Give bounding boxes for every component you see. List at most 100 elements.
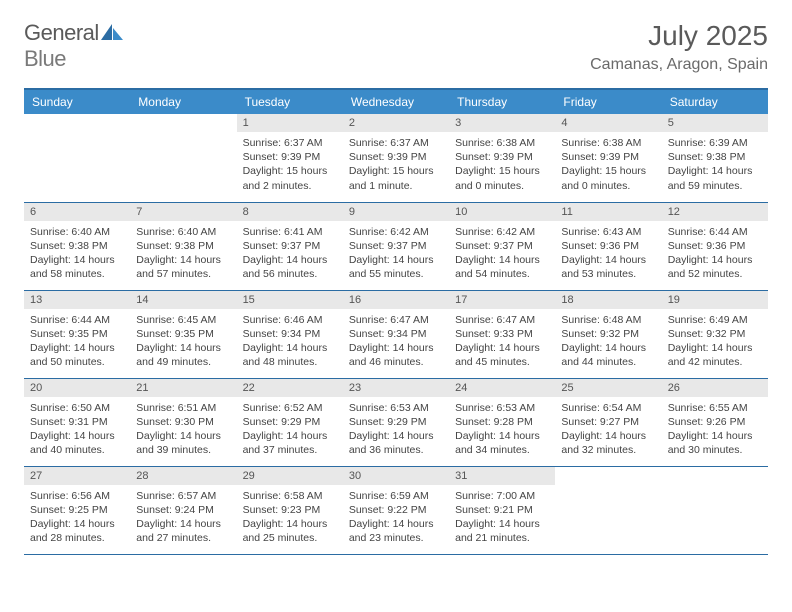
sunrise-text: Sunrise: 6:46 AM [243, 313, 337, 327]
calendar-day-cell: 8Sunrise: 6:41 AMSunset: 9:37 PMDaylight… [237, 202, 343, 290]
daylight-text: Daylight: 14 hours and 53 minutes. [561, 253, 655, 281]
calendar-empty-cell [24, 114, 130, 202]
calendar-day-cell: 6Sunrise: 6:40 AMSunset: 9:38 PMDaylight… [24, 202, 130, 290]
day-number: 12 [662, 203, 768, 221]
sunrise-text: Sunrise: 6:41 AM [243, 225, 337, 239]
title-block: July 2025 Camanas, Aragon, Spain [590, 20, 768, 74]
daylight-text: Daylight: 14 hours and 48 minutes. [243, 341, 337, 369]
calendar-day-cell: 9Sunrise: 6:42 AMSunset: 9:37 PMDaylight… [343, 202, 449, 290]
daylight-text: Daylight: 15 hours and 0 minutes. [561, 164, 655, 192]
calendar-day-cell: 16Sunrise: 6:47 AMSunset: 9:34 PMDayligh… [343, 290, 449, 378]
sunset-text: Sunset: 9:31 PM [30, 415, 124, 429]
day-number: 31 [449, 467, 555, 485]
day-number: 30 [343, 467, 449, 485]
day-number: 11 [555, 203, 661, 221]
calendar-day-cell: 17Sunrise: 6:47 AMSunset: 9:33 PMDayligh… [449, 290, 555, 378]
day-number: 16 [343, 291, 449, 309]
day-number: 22 [237, 379, 343, 397]
calendar-empty-cell [130, 114, 236, 202]
sunrise-text: Sunrise: 6:48 AM [561, 313, 655, 327]
daylight-text: Daylight: 14 hours and 42 minutes. [668, 341, 762, 369]
calendar-day-cell: 19Sunrise: 6:49 AMSunset: 9:32 PMDayligh… [662, 290, 768, 378]
calendar-day-cell: 12Sunrise: 6:44 AMSunset: 9:36 PMDayligh… [662, 202, 768, 290]
sunset-text: Sunset: 9:23 PM [243, 503, 337, 517]
day-data: Sunrise: 6:47 AMSunset: 9:34 PMDaylight:… [343, 309, 449, 374]
sunrise-text: Sunrise: 6:53 AM [349, 401, 443, 415]
sunrise-text: Sunrise: 6:43 AM [561, 225, 655, 239]
day-data: Sunrise: 6:44 AMSunset: 9:36 PMDaylight:… [662, 221, 768, 286]
day-data: Sunrise: 6:45 AMSunset: 9:35 PMDaylight:… [130, 309, 236, 374]
day-number: 20 [24, 379, 130, 397]
calendar-day-cell: 22Sunrise: 6:52 AMSunset: 9:29 PMDayligh… [237, 378, 343, 466]
daylight-text: Daylight: 14 hours and 52 minutes. [668, 253, 762, 281]
sunset-text: Sunset: 9:37 PM [455, 239, 549, 253]
calendar-day-cell: 21Sunrise: 6:51 AMSunset: 9:30 PMDayligh… [130, 378, 236, 466]
day-data: Sunrise: 6:55 AMSunset: 9:26 PMDaylight:… [662, 397, 768, 462]
sunset-text: Sunset: 9:38 PM [136, 239, 230, 253]
daylight-text: Daylight: 14 hours and 21 minutes. [455, 517, 549, 545]
sunrise-text: Sunrise: 6:58 AM [243, 489, 337, 503]
calendar-day-cell: 13Sunrise: 6:44 AMSunset: 9:35 PMDayligh… [24, 290, 130, 378]
day-number: 24 [449, 379, 555, 397]
daylight-text: Daylight: 14 hours and 55 minutes. [349, 253, 443, 281]
sunset-text: Sunset: 9:37 PM [243, 239, 337, 253]
day-number: 3 [449, 114, 555, 132]
sunrise-text: Sunrise: 6:38 AM [561, 136, 655, 150]
calendar-day-cell: 18Sunrise: 6:48 AMSunset: 9:32 PMDayligh… [555, 290, 661, 378]
calendar-day-cell: 31Sunrise: 7:00 AMSunset: 9:21 PMDayligh… [449, 466, 555, 554]
calendar-day-cell: 1Sunrise: 6:37 AMSunset: 9:39 PMDaylight… [237, 114, 343, 202]
sunset-text: Sunset: 9:39 PM [561, 150, 655, 164]
day-number: 28 [130, 467, 236, 485]
day-number: 18 [555, 291, 661, 309]
logo-text-2: Blue [24, 46, 66, 71]
day-data: Sunrise: 6:44 AMSunset: 9:35 PMDaylight:… [24, 309, 130, 374]
daylight-text: Daylight: 14 hours and 59 minutes. [668, 164, 762, 192]
day-data: Sunrise: 6:42 AMSunset: 9:37 PMDaylight:… [343, 221, 449, 286]
day-data: Sunrise: 6:53 AMSunset: 9:28 PMDaylight:… [449, 397, 555, 462]
calendar-day-cell: 4 Sunrise: 6:38 AMSunset: 9:39 PMDaylight… [555, 114, 661, 202]
calendar-day-cell: 25Sunrise: 6:54 AMSunset: 9:27 PMDayligh… [555, 378, 661, 466]
day-number: 4 [555, 114, 661, 132]
daylight-text: Daylight: 15 hours and 2 minutes. [243, 164, 337, 192]
daylight-text: Daylight: 14 hours and 40 minutes. [30, 429, 124, 457]
weekday-header: Thursday [449, 89, 555, 114]
day-data: Sunrise: 6:37 AMSunset: 9:39 PMDaylight:… [237, 132, 343, 197]
day-data: Sunrise: 6:54 AMSunset: 9:27 PMDaylight:… [555, 397, 661, 462]
sunset-text: Sunset: 9:25 PM [30, 503, 124, 517]
sunset-text: Sunset: 9:37 PM [349, 239, 443, 253]
sunrise-text: Sunrise: 6:47 AM [455, 313, 549, 327]
day-data: Sunrise: 6:57 AMSunset: 9:24 PMDaylight:… [130, 485, 236, 550]
day-data: Sunrise: 6:42 AMSunset: 9:37 PMDaylight:… [449, 221, 555, 286]
sunrise-text: Sunrise: 6:53 AM [455, 401, 549, 415]
daylight-text: Daylight: 14 hours and 50 minutes. [30, 341, 124, 369]
day-number: 15 [237, 291, 343, 309]
calendar-day-cell: 15Sunrise: 6:46 AMSunset: 9:34 PMDayligh… [237, 290, 343, 378]
day-number: 27 [24, 467, 130, 485]
day-number: 19 [662, 291, 768, 309]
sunset-text: Sunset: 9:26 PM [668, 415, 762, 429]
location: Camanas, Aragon, Spain [590, 56, 768, 74]
sunrise-text: Sunrise: 6:49 AM [668, 313, 762, 327]
logo: GeneralBlue [24, 20, 123, 72]
sunrise-text: Sunrise: 6:37 AM [243, 136, 337, 150]
sunset-text: Sunset: 9:36 PM [561, 239, 655, 253]
day-number: 26 [662, 379, 768, 397]
sunrise-text: Sunrise: 6:50 AM [30, 401, 124, 415]
day-data: Sunrise: 6:46 AMSunset: 9:34 PMDaylight:… [237, 309, 343, 374]
sunset-text: Sunset: 9:38 PM [668, 150, 762, 164]
sunset-text: Sunset: 9:21 PM [455, 503, 549, 517]
daylight-text: Daylight: 14 hours and 46 minutes. [349, 341, 443, 369]
sunset-text: Sunset: 9:39 PM [349, 150, 443, 164]
day-data: Sunrise: 6:56 AMSunset: 9:25 PMDaylight:… [24, 485, 130, 550]
sunrise-text: Sunrise: 6:52 AM [243, 401, 337, 415]
sunset-text: Sunset: 9:39 PM [243, 150, 337, 164]
weekday-header: Monday [130, 89, 236, 114]
calendar-day-cell: 7Sunrise: 6:40 AMSunset: 9:38 PMDaylight… [130, 202, 236, 290]
sunrise-text: Sunrise: 6:37 AM [349, 136, 443, 150]
sunset-text: Sunset: 9:38 PM [30, 239, 124, 253]
calendar-day-cell: 23Sunrise: 6:53 AMSunset: 9:29 PMDayligh… [343, 378, 449, 466]
sunset-text: Sunset: 9:28 PM [455, 415, 549, 429]
sunrise-text: Sunrise: 6:54 AM [561, 401, 655, 415]
calendar-day-cell: 20Sunrise: 6:50 AMSunset: 9:31 PMDayligh… [24, 378, 130, 466]
day-data: Sunrise: 6:50 AMSunset: 9:31 PMDaylight:… [24, 397, 130, 462]
